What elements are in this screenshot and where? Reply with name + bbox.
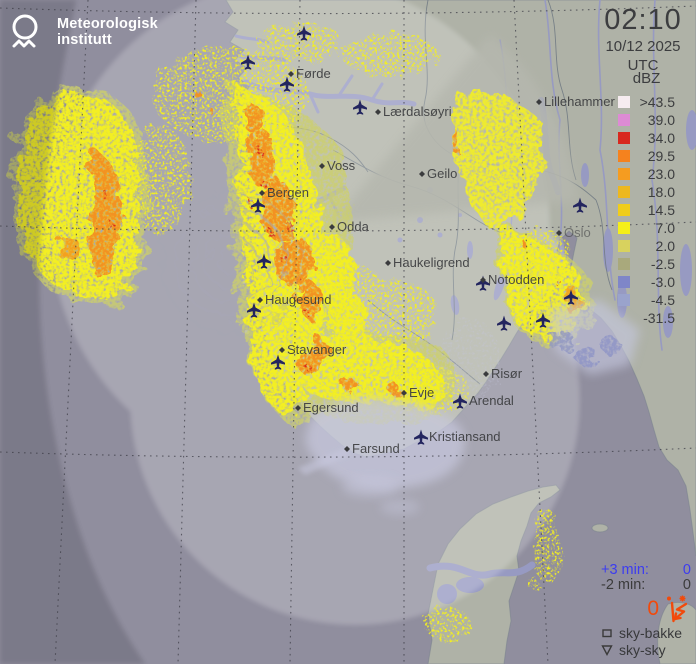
place-label: Haugesund (265, 292, 332, 307)
dbz-level-label: 29.5 (647, 148, 675, 164)
dbz-color-swatch (618, 96, 630, 108)
lightning-row: 0 (601, 595, 691, 623)
timezone-label: UTC (627, 57, 659, 74)
place-label: Farsund (352, 441, 400, 456)
dbz-color-swatch (618, 150, 630, 162)
dbz-level-label: 23.0 (647, 166, 675, 182)
place-label: Oslo (564, 225, 591, 240)
lightning-count: 0 (647, 597, 659, 620)
place-label: Lillehammer (544, 94, 615, 109)
dbz-level-row: 2.0 (618, 237, 675, 255)
dbz-level-label: -3.0 (650, 274, 675, 290)
place-label: Odda (337, 219, 370, 234)
past-row: -2 min: 0 (601, 578, 691, 593)
cloud-ground-label: sky-bakke (619, 624, 683, 641)
lightning-type-cloud: sky-sky (601, 641, 691, 658)
dbz-level-row: 29.5 (618, 147, 675, 165)
dbz-color-swatch (618, 240, 630, 252)
dbz-level-label: 18.0 (647, 184, 675, 200)
dbz-level-label: >43.5 (639, 94, 675, 110)
current-time: 02:10 (604, 4, 682, 36)
place-label: Kristiansand (429, 429, 501, 444)
dbz-level-label: 7.0 (655, 220, 675, 236)
place-label: Evje (409, 385, 434, 400)
dbz-level-row: 39.0 (618, 111, 675, 129)
dbz-level-row: -2.5 (618, 255, 675, 273)
place-label: Bergen (267, 185, 309, 200)
dbz-level-label: 14.5 (647, 202, 675, 218)
dbz-level-label: 2.0 (655, 238, 675, 254)
precipitation-layer (13, 22, 640, 642)
place-label: Risør (491, 366, 523, 381)
dbz-level-label: -2.5 (650, 256, 675, 272)
minus2-label: -2 min: (601, 577, 646, 593)
met-logo-icon (12, 14, 38, 48)
dbz-level-row: 14.5 (618, 201, 675, 219)
cloud-cloud-label: sky-sky (619, 641, 666, 658)
plus3-value: 0 (682, 562, 691, 578)
place-label: Voss (327, 158, 356, 173)
dbz-level-label: -4.5 (650, 292, 675, 308)
place-label: Egersund (303, 400, 359, 415)
dbz-level-row: -3.0 (618, 273, 675, 291)
dbz-color-swatch (618, 186, 630, 198)
dbz-level-row: 18.0 (618, 183, 675, 201)
cloud-cloud-icon (601, 644, 613, 656)
dbz-color-swatch (618, 222, 630, 234)
dbz-level-row: >43.5 (618, 93, 675, 111)
dbz-scale: >43.5 39.0 34.0 29.5 23.0 18.0 14.5 7.0 2.0 -2.5 -… (618, 93, 675, 327)
dbz-color-swatch (618, 276, 630, 288)
dbz-color-swatch (618, 258, 630, 270)
minus2-value: 0 (682, 577, 691, 593)
dbz-level-row: 23.0 (618, 165, 675, 183)
dbz-color-swatch (618, 132, 630, 144)
dbz-color-swatch (618, 312, 630, 324)
current-date: 10/12 2025 (605, 38, 681, 55)
out-of-range-shade (0, 0, 145, 664)
place-label: Geilo (427, 166, 457, 181)
weak-echo-layer (298, 300, 640, 515)
cloud-ground-icon (602, 628, 612, 637)
dbz-level-row: 7.0 (618, 219, 675, 237)
lightning-type-ground: sky-bakke (601, 624, 691, 641)
place-labels: Førde Lærdalsøyri Lillehammer Voss Geilo… (265, 66, 615, 456)
lightning-icon (667, 595, 688, 622)
dbz-color-swatch (618, 168, 630, 180)
plus3-label: +3 min: (601, 562, 649, 578)
dbz-level-row: -31.5 (618, 309, 675, 327)
place-label: Notodden (488, 272, 544, 287)
forecast-row: +3 min: 0 (601, 563, 691, 578)
clock-block: 02:10 10/12 2025 UTC (603, 4, 683, 74)
place-label: Førde (296, 66, 331, 81)
dbz-unit-label: dBZ (632, 70, 661, 87)
place-label: Stavanger (287, 342, 347, 357)
dbz-color-swatch (618, 294, 630, 306)
place-label: Lærdalsøyri (383, 104, 452, 119)
dbz-level-label: -31.5 (643, 310, 675, 326)
dbz-level-label: 34.0 (647, 130, 675, 146)
org-name-line2: institutt (57, 32, 112, 49)
org-name-line1: Meteorologisk (57, 16, 158, 32)
dbz-level-row: -4.5 (618, 291, 675, 309)
status-block: +3 min: 0 -2 min: 0 0 sky-bakke (601, 563, 691, 658)
dbz-level-row: 34.0 (618, 129, 675, 147)
dbz-level-label: 39.0 (647, 112, 675, 128)
dbz-color-swatch (618, 204, 630, 216)
radar-range-rings (159, 190, 303, 334)
met-logo: Meteorologisk institutt (10, 12, 158, 56)
dbz-color-swatch (618, 114, 630, 126)
dbz-legend: dBZ >43.5 39.0 34.0 29.5 23.0 18.0 14.5 7.0 2.0 -… (618, 70, 675, 327)
place-label: Haukeligrend (393, 255, 470, 270)
place-label: Arendal (469, 393, 514, 408)
